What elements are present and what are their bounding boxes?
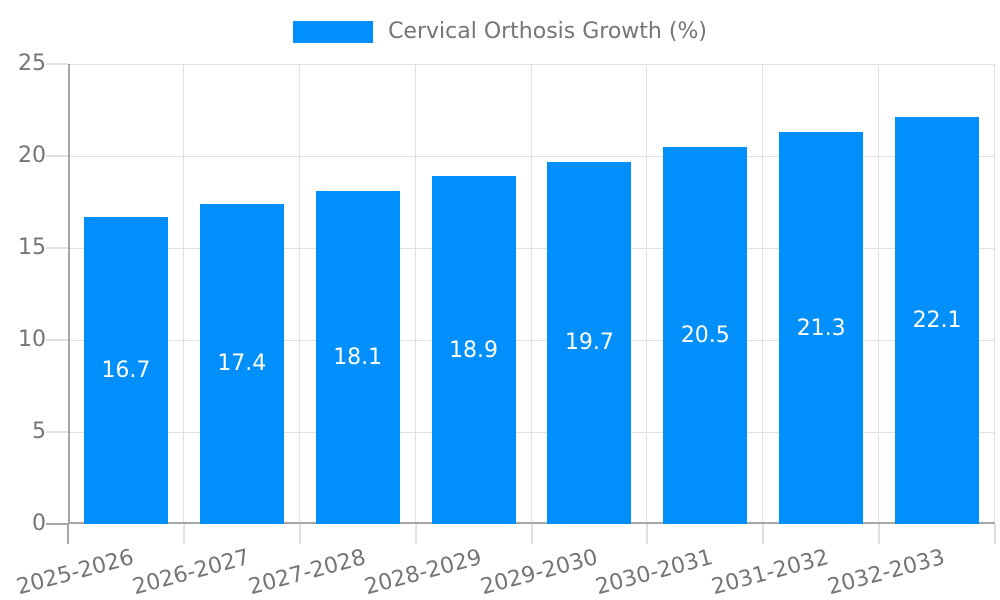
x-axis-label: 2031-2032 [709, 545, 832, 600]
gridline-vertical [762, 64, 764, 524]
gridline-vertical [878, 64, 880, 524]
plot-area: 16.7 17.4 18.1 18.9 19.7 20.5 21.3 22.1 [68, 63, 995, 524]
x-axis-label: 2027-2028 [245, 545, 369, 600]
x-axis-tick [530, 524, 533, 544]
x-axis-label: 2029-2030 [477, 545, 600, 600]
gridline-vertical [994, 64, 995, 524]
bar-value-label: 20.5 [680, 322, 730, 348]
bar-value-label: 18.1 [333, 344, 383, 370]
gridline-horizontal [68, 339, 995, 341]
x-axis-label: 2025-2026 [14, 545, 137, 600]
y-axis-label: 15 [18, 235, 46, 260]
bar-value-label: 16.7 [101, 357, 151, 383]
y-axis-tick [46, 155, 68, 157]
bar[interactable]: 18.9 [431, 176, 516, 524]
y-axis-tick [46, 339, 68, 341]
y-axis-tick [46, 247, 68, 249]
y-axis-label: 10 [18, 327, 46, 352]
bar-value-label: 21.3 [796, 315, 846, 341]
x-axis-tick [878, 524, 881, 544]
x-axis-label: 2028-2029 [361, 545, 485, 600]
y-axis-line [68, 64, 70, 524]
x-axis-tick [414, 524, 417, 544]
bar-value-label: 18.9 [449, 337, 499, 363]
x-axis-line [68, 522, 995, 524]
gridline-vertical [530, 64, 532, 524]
gridline-vertical [414, 64, 416, 524]
bar[interactable]: 18.1 [315, 190, 400, 524]
x-axis-tick [67, 524, 69, 544]
bar[interactable]: 17.4 [199, 203, 284, 524]
gridline-horizontal [68, 155, 995, 157]
x-axis-label: 2026-2027 [129, 545, 253, 600]
x-axis-label: 2030-2031 [593, 545, 716, 600]
bar-value-label: 17.4 [217, 351, 267, 377]
gridline-horizontal [68, 63, 995, 65]
y-axis-label: 0 [32, 511, 46, 536]
y-axis-tick [46, 523, 68, 525]
y-axis-label: 5 [32, 419, 46, 444]
x-axis-tick [994, 524, 996, 544]
x-axis-label: 2032-2033 [825, 545, 948, 600]
bar[interactable]: 19.7 [547, 161, 632, 524]
y-axis-label: 25 [18, 51, 46, 76]
gridline-horizontal [68, 247, 995, 249]
y-axis-tick [46, 63, 68, 65]
legend-label: Cervical Orthosis Growth (%) [388, 19, 707, 44]
gridline-vertical [182, 64, 184, 524]
x-axis-tick [762, 524, 765, 544]
gridline-horizontal [68, 431, 995, 433]
x-axis-tick [298, 524, 301, 544]
gridline-vertical [298, 64, 300, 524]
bar[interactable]: 16.7 [83, 216, 168, 524]
gridline-vertical [646, 64, 648, 524]
y-axis-label: 20 [18, 143, 46, 168]
legend-color-swatch [293, 21, 374, 43]
bar-value-label: 19.7 [564, 330, 614, 356]
bar[interactable]: 21.3 [779, 132, 864, 524]
legend[interactable]: Cervical Orthosis Growth (%) [0, 20, 1000, 44]
bar[interactable]: 22.1 [895, 117, 980, 524]
y-axis-tick [46, 431, 68, 433]
bar-value-label: 22.1 [912, 308, 962, 334]
bar[interactable]: 20.5 [663, 146, 748, 524]
x-axis-tick [182, 524, 185, 544]
x-axis-tick [646, 524, 649, 544]
